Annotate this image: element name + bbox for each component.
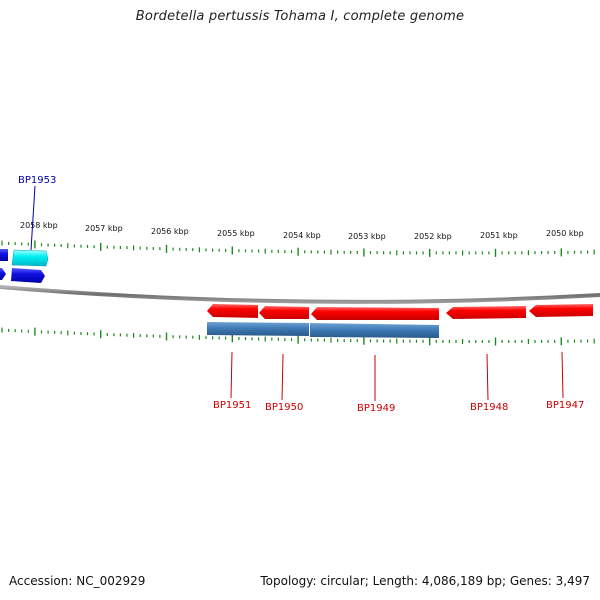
forward-strand-genes <box>207 304 593 320</box>
gene-arrow-bp1949[interactable] <box>311 307 439 320</box>
leader-line-bp1947 <box>561 351 564 399</box>
gene-arrow[interactable] <box>11 268 45 283</box>
kbp-label: 2053 kbp <box>348 232 386 241</box>
kbp-label: 2055 kbp <box>217 229 255 238</box>
genome-summary: Topology: circular; Length: 4,086,189 bp… <box>260 574 590 588</box>
reverse-strand-features <box>0 249 49 283</box>
bottom-tick-row <box>1 327 595 346</box>
gene-label-bp1948[interactable]: BP1948 <box>470 402 508 413</box>
gene-arrow-bp1953[interactable] <box>11 249 49 267</box>
top-tick-row <box>1 240 595 257</box>
cds-bar[interactable] <box>207 322 309 336</box>
gene-labels: BP1953 BP1951 BP1950 BP1949 BP1948 BP194… <box>18 175 584 414</box>
gene-label-bp1947[interactable]: BP1947 <box>546 400 584 411</box>
leader-line-bp1951 <box>230 351 233 399</box>
gene-label-bp1953[interactable]: BP1953 <box>18 175 56 186</box>
leader-line-bp1953 <box>30 185 36 251</box>
gene-arrow[interactable] <box>0 268 6 280</box>
kbp-label: 2054 kbp <box>283 231 321 240</box>
gene-label-bp1951[interactable]: BP1951 <box>213 400 251 411</box>
gene-arrow-bp1947[interactable] <box>529 304 593 317</box>
gene-arrow-bp1948[interactable] <box>446 306 526 319</box>
kbp-label: 2058 kbp <box>20 221 58 230</box>
gene-segment[interactable] <box>0 249 8 261</box>
page-title: Bordetella pertussis Tohama I, complete … <box>135 9 465 24</box>
kbp-label: 2051 kbp <box>480 231 518 240</box>
leader-lines <box>30 185 564 401</box>
leader-line-bp1950 <box>281 353 284 401</box>
kbp-label: 2050 kbp <box>546 229 584 238</box>
gene-arrow-bp1951[interactable] <box>207 304 258 318</box>
kbp-scale: 2058 kbp 2057 kbp 2056 kbp 2055 kbp 2054… <box>20 221 584 241</box>
gene-label-bp1949[interactable]: BP1949 <box>357 403 395 414</box>
gene-label-bp1950[interactable]: BP1950 <box>265 402 303 413</box>
genome-backbone <box>0 285 600 304</box>
leader-line-bp1948 <box>486 353 489 401</box>
kbp-label: 2052 kbp <box>414 232 452 241</box>
kbp-label: 2057 kbp <box>85 224 123 233</box>
kbp-label: 2056 kbp <box>151 227 189 236</box>
cds-track <box>207 322 439 338</box>
gene-arrow-bp1950[interactable] <box>259 306 309 319</box>
accession-label: Accession: NC_002929 <box>9 574 146 588</box>
cds-bar[interactable] <box>310 323 439 338</box>
